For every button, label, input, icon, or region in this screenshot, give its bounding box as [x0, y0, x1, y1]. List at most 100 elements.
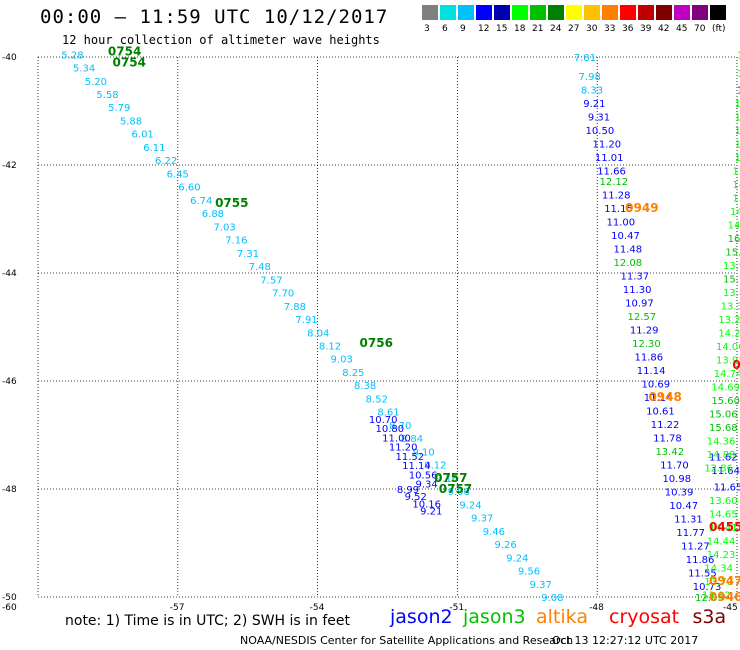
- track-value: 12.57: [627, 312, 656, 323]
- track-value: 14.74: [714, 369, 740, 380]
- track-value: 8.38: [354, 381, 376, 392]
- track-value: 10.47: [669, 501, 698, 512]
- satellite-altika: altika: [536, 606, 588, 628]
- color-scale-label: 24: [550, 24, 562, 34]
- track-value: 11.28: [602, 191, 631, 202]
- track-value: 9.16: [436, 474, 458, 485]
- track-value: 11.52: [395, 452, 424, 463]
- color-swatch: [656, 5, 672, 20]
- track-value: 9.31: [588, 112, 610, 123]
- track-value: 10.97: [625, 299, 654, 310]
- track-value: 13.96: [723, 261, 740, 272]
- time-label: 0948: [648, 390, 681, 404]
- track-value: 11.65: [714, 482, 740, 493]
- map-grid: [37, 56, 738, 598]
- track-value: 13.91: [716, 355, 740, 366]
- color-scale-label: 21: [532, 24, 544, 34]
- color-scale-label: 9: [460, 24, 466, 34]
- track-value: 11.78: [653, 434, 682, 445]
- color-swatch: [530, 5, 546, 20]
- track-value: 14.41: [709, 523, 738, 534]
- time-label: 0: [732, 358, 740, 372]
- color-scale-label: 30: [586, 24, 598, 34]
- color-swatch: [440, 5, 456, 20]
- color-swatch: [512, 5, 528, 20]
- time-label: 0755: [215, 196, 248, 210]
- satellite-jason3: jason3: [463, 606, 526, 628]
- track-value: 12.40: [732, 166, 740, 177]
- track-value: 15.06: [709, 409, 738, 420]
- track-value: 10.50: [586, 126, 615, 137]
- x-tick-label: -57: [170, 603, 185, 612]
- track-value: 8.84: [401, 434, 423, 445]
- track-value: 13.42: [655, 447, 684, 458]
- color-swatch: [638, 5, 654, 20]
- track-value: 10.16: [412, 499, 441, 510]
- track-value: 7.16: [225, 236, 247, 247]
- track-value: 7.03: [213, 222, 235, 233]
- color-swatch: [620, 5, 636, 20]
- track-value: 5.28: [61, 50, 83, 61]
- track-value: 6.45: [167, 169, 189, 180]
- track-value: 9.46: [483, 527, 505, 538]
- color-scale-label: 33: [604, 24, 616, 34]
- track-value: 9.37: [471, 514, 493, 525]
- track-value: 13: [737, 69, 740, 80]
- track-value: 16.18: [728, 234, 740, 245]
- color-swatch: [566, 5, 582, 20]
- color-scale-label: 42: [658, 24, 670, 34]
- time-label: 0947: [709, 574, 740, 588]
- track-value: 14.06: [716, 342, 740, 353]
- track-value: 6.88: [202, 209, 224, 220]
- track-value: 15.76: [723, 274, 740, 285]
- track-value: 14.34: [704, 563, 733, 574]
- track-value: 11.15: [604, 204, 633, 215]
- track-value: 12.86: [704, 463, 733, 474]
- track-value: 11.37: [621, 272, 650, 283]
- track-value: 9.03: [331, 355, 353, 366]
- color-swatch: [674, 5, 690, 20]
- track-value: 12.8: [735, 112, 740, 123]
- track-value: 11.62: [709, 453, 738, 464]
- track-value: 10.56: [409, 470, 438, 481]
- track-value: 7.31: [237, 249, 259, 260]
- track-value: 11.00: [382, 433, 411, 444]
- axis-labels: -40 -42 -44 -46 -48 -50-60 -57 -54 -51 -48 -45: [2, 53, 738, 612]
- track-value: 11.48: [614, 245, 643, 256]
- track-value: 11.66: [597, 166, 626, 177]
- x-tick-label: -45: [723, 603, 738, 612]
- track-value: 9.12: [424, 461, 446, 472]
- footnote: note: 1) Time is in UTC; 2) SWH is in fe…: [65, 613, 351, 629]
- track-value: 9.34: [415, 480, 437, 491]
- track-value: 11.70: [660, 461, 689, 472]
- track-value: 10.39: [665, 488, 694, 499]
- track-value: 7.48: [249, 262, 271, 273]
- track-value: 10.70: [369, 415, 398, 426]
- color-swatch: [548, 5, 564, 20]
- track-value: 11.55: [688, 569, 717, 580]
- track-value: 9.21: [583, 99, 605, 110]
- color-swatch: [710, 5, 726, 20]
- track-value: 8.61: [377, 408, 399, 419]
- track-value: 14.00: [732, 180, 740, 191]
- track-value: 15.60: [711, 396, 740, 407]
- track-value: 5.58: [96, 90, 118, 101]
- color-scale-label: 3: [424, 24, 430, 34]
- color-scale-label: 6: [442, 24, 448, 34]
- track-value: 14.65: [709, 509, 738, 520]
- x-tick-label: -51: [449, 603, 464, 612]
- color-scale-label: 70: [694, 24, 706, 34]
- track-value: 9.21: [420, 507, 442, 518]
- time-label: 0754: [108, 45, 141, 59]
- track-value: 13: [737, 50, 740, 61]
- track-value: 14.88: [707, 450, 736, 461]
- track-value: 9.56: [518, 567, 540, 578]
- track-value: 10.47: [611, 231, 640, 242]
- y-tick-label: -48: [2, 485, 17, 495]
- color-scale-label: 36: [622, 24, 634, 34]
- color-scale-label: 12: [478, 24, 490, 34]
- track-value: 12: [737, 85, 740, 96]
- track-value: 7.70: [272, 289, 294, 300]
- track-value: 12.30: [632, 339, 661, 350]
